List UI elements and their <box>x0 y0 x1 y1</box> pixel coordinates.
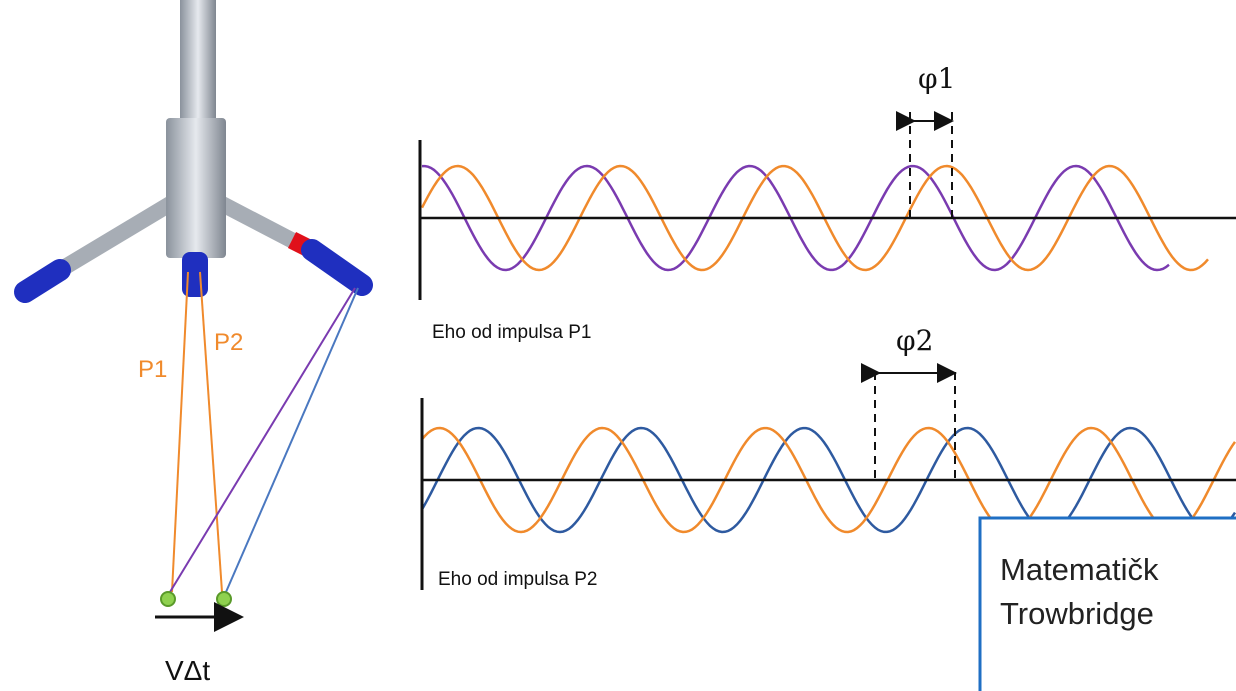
phase-label: φ1 <box>918 62 955 95</box>
echo-plot <box>418 111 1236 300</box>
overlay-text: Trowbridge <box>1000 596 1154 631</box>
caption: Eho od impulsa P2 <box>438 569 598 590</box>
waveform <box>420 164 1209 272</box>
phase-label: φ2 <box>896 324 933 357</box>
beam-label: P1 <box>138 356 167 383</box>
overlay-text: Matematičk <box>1000 552 1159 587</box>
caption: Eho od impulsa P1 <box>432 322 592 343</box>
waveform <box>421 426 1236 534</box>
beams <box>155 271 359 632</box>
overlay-box <box>978 516 1236 691</box>
displacement-label: VΔt <box>165 655 210 686</box>
echo-plot <box>420 363 1236 590</box>
beam-label: P2 <box>214 329 243 356</box>
waveform <box>420 426 1236 534</box>
probe <box>14 0 373 303</box>
